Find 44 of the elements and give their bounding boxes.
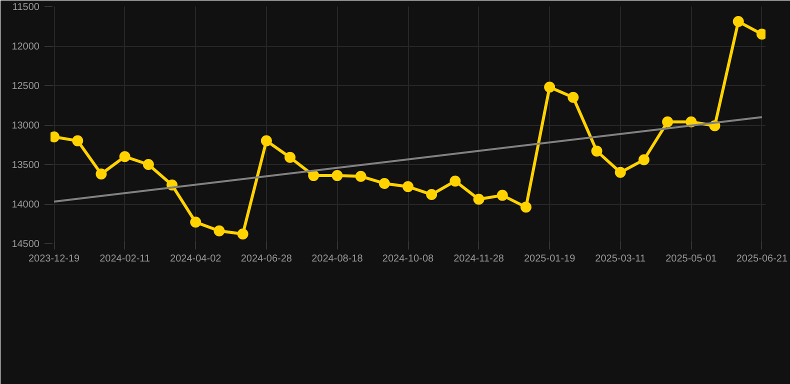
point — [378, 178, 390, 189]
y-tick-label: 13500 — [12, 160, 40, 171]
x-tick-label: 2024-08-18 — [312, 254, 364, 264]
x-tick-label: 2024-04-02 — [170, 254, 222, 264]
y-tick-label: 13000 — [12, 120, 40, 132]
y-tick-label: 11500 — [12, 2, 40, 13]
point — [450, 176, 461, 187]
point — [591, 146, 602, 157]
y-tick-label: 14000 — [12, 200, 40, 210]
point — [544, 82, 556, 93]
point — [119, 151, 130, 162]
point — [496, 190, 508, 201]
point — [614, 166, 626, 178]
x-tick-label: 2025-01-19 — [524, 254, 576, 264]
point — [142, 159, 154, 170]
point — [190, 216, 202, 228]
x-tick-label: 2025-03-11 — [595, 254, 646, 264]
point — [308, 170, 320, 182]
x-tick-label: 2023-12-19 — [28, 254, 80, 264]
y-tick-label: 12000 — [12, 42, 40, 52]
point — [96, 168, 107, 180]
x-tick-label: 2024-02-11 — [100, 254, 150, 264]
point — [732, 16, 744, 27]
x-tick-label: 2025-05-01 — [666, 254, 718, 264]
point — [402, 181, 414, 192]
y-tick-label: 12500 — [12, 81, 40, 92]
x-tick-label: 2024-11-28 — [454, 254, 504, 264]
point — [520, 202, 532, 213]
point — [355, 170, 366, 182]
point — [332, 170, 343, 182]
x-tick-label: 2025-06-21 — [736, 254, 788, 264]
x-tick-label: 2024-06-28 — [240, 254, 292, 264]
point — [638, 154, 650, 166]
point — [284, 152, 296, 163]
point — [473, 194, 484, 205]
point — [260, 135, 272, 146]
x-tick-label: 2024-10-08 — [382, 254, 434, 264]
y-tick-label: 14500 — [12, 239, 40, 250]
point — [237, 228, 248, 240]
point — [568, 92, 579, 103]
point — [214, 225, 225, 236]
point — [662, 116, 674, 128]
point — [72, 135, 84, 146]
point — [426, 189, 438, 200]
